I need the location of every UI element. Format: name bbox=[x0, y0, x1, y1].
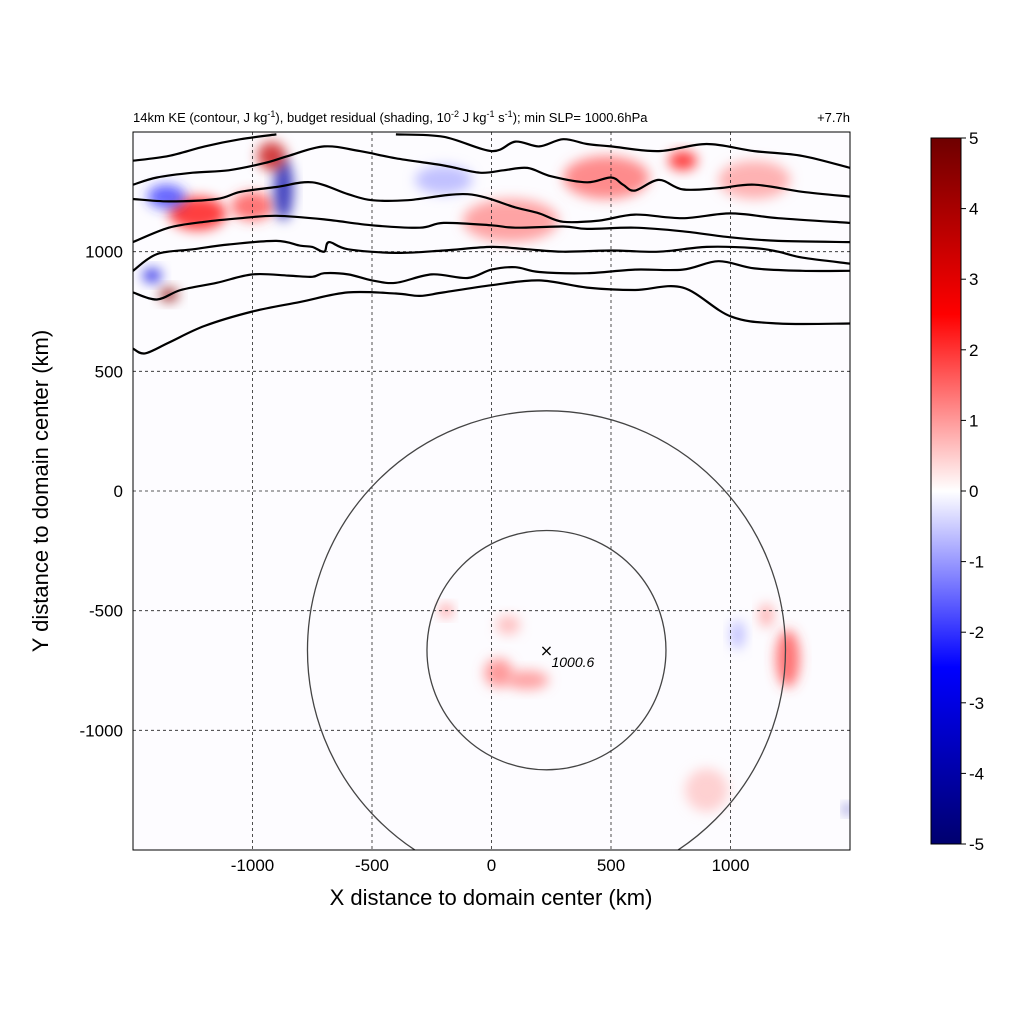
plot-frame bbox=[132, 131, 851, 851]
x-tick-label: -500 bbox=[355, 856, 389, 875]
residual-blob bbox=[685, 768, 729, 812]
colorbar-tick-label: -4 bbox=[969, 764, 984, 783]
ke-contour-line bbox=[133, 145, 850, 198]
ke-contour-line bbox=[133, 180, 850, 224]
y-ticks: -1000 -500 0 500 1000 bbox=[80, 243, 123, 741]
title-part: s bbox=[495, 110, 506, 125]
title-exp: -1 bbox=[505, 109, 513, 119]
colorbar-tick-label: -5 bbox=[969, 835, 984, 854]
colorbar-ticks: 5 4 3 2 1 0 -1 -2 -3 -4 -5 bbox=[961, 129, 984, 854]
title-exp: -2 bbox=[451, 109, 459, 119]
residual-blob bbox=[142, 268, 162, 283]
min-slp-label: 1000.6 bbox=[551, 654, 594, 670]
residual-blob bbox=[257, 141, 286, 171]
time-label: +7.7h bbox=[817, 110, 850, 125]
ke-contours bbox=[133, 133, 850, 355]
x-tick-label: -1000 bbox=[231, 856, 274, 875]
colorbar bbox=[930, 137, 962, 845]
colorbar-tick-label: 2 bbox=[969, 341, 978, 360]
title-part: J kg bbox=[459, 110, 486, 125]
plot-background bbox=[133, 132, 850, 850]
y-tick-label: -1000 bbox=[80, 721, 123, 740]
residual-blob bbox=[496, 615, 521, 635]
title-part: 14km KE (contour, J kg bbox=[133, 110, 267, 125]
colorbar-tick-label: 3 bbox=[969, 270, 978, 289]
range-rings bbox=[306, 410, 787, 850]
title-exp: -1 bbox=[487, 109, 495, 119]
colorbar-tick-label: 0 bbox=[969, 482, 978, 501]
residual-blob bbox=[462, 199, 559, 243]
y-tick-label: 500 bbox=[95, 362, 123, 381]
title-exp: -1 bbox=[267, 109, 275, 119]
residual-blob bbox=[147, 184, 186, 209]
residual-blob bbox=[668, 151, 698, 171]
residual-blob bbox=[759, 603, 774, 628]
colorbar-tick-label: -2 bbox=[969, 623, 984, 642]
storm-center: × 1000.6 bbox=[540, 641, 595, 670]
colorbar-tick-label: -1 bbox=[969, 553, 984, 572]
x-tick-label: 0 bbox=[487, 856, 496, 875]
y-tick-label: -500 bbox=[89, 602, 123, 621]
chart-title: 14km KE (contour, J kg-1), budget residu… bbox=[133, 109, 648, 125]
residual-blob bbox=[415, 165, 473, 195]
residual-blob bbox=[274, 158, 294, 221]
residual-blob bbox=[718, 160, 791, 200]
residual-blob bbox=[775, 629, 800, 688]
ke-contour-line bbox=[133, 260, 850, 301]
ke-contour-line bbox=[133, 214, 850, 244]
ke-contour-line bbox=[395, 133, 850, 169]
colorbar-tick-label: 5 bbox=[969, 129, 978, 148]
range-ring bbox=[306, 410, 787, 850]
x-ticks: -1000 -500 0 500 1000 bbox=[231, 856, 750, 875]
y-axis-label: Y distance to domain center (km) bbox=[28, 330, 53, 652]
ke-contour-line bbox=[133, 279, 850, 355]
title-part: ); min SLP= 1000.6hPa bbox=[513, 110, 649, 125]
y-tick-label: 1000 bbox=[85, 243, 123, 262]
colorbar-tick-label: 1 bbox=[969, 411, 978, 430]
residual-blob bbox=[730, 620, 745, 649]
range-ring bbox=[426, 529, 667, 771]
residual-blob bbox=[844, 804, 850, 815]
storm-center-marker: × bbox=[540, 641, 553, 660]
residual-blob bbox=[505, 670, 549, 690]
colorbar-tick-label: 4 bbox=[969, 200, 978, 219]
x-axis-label: X distance to domain center (km) bbox=[330, 885, 653, 910]
y-tick-label: 0 bbox=[114, 482, 123, 501]
x-tick-label: 1000 bbox=[712, 856, 750, 875]
colorbar-tick-label: -3 bbox=[969, 694, 984, 713]
ke-contour-line bbox=[133, 133, 277, 162]
x-tick-label: 500 bbox=[597, 856, 625, 875]
ke-contour-line bbox=[133, 239, 850, 272]
title-part: ), budget residual (shading, 10 bbox=[275, 110, 451, 125]
